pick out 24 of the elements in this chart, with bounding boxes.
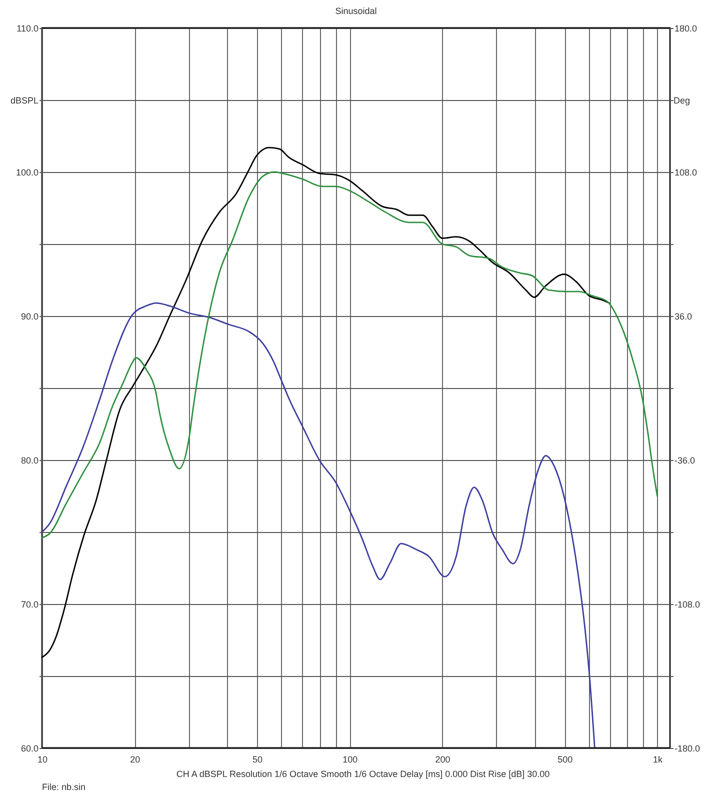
y2-tick-label: 180.0 [674,24,698,34]
y-tick-label: 90.0 [20,312,38,322]
y2-axis-title: Deg [674,96,690,106]
y-tick-label: 100.0 [16,168,38,178]
y2-tick-label: 108.0 [674,168,698,178]
y2-tick-label: -36.0 [674,456,696,466]
x-tick-label: 10 [37,754,48,764]
y-tick-label: 60.0 [20,744,38,754]
y2-tick-label: -180.0 [674,744,700,754]
x-tick-label: 200 [435,754,450,764]
x-tick-label: 500 [558,754,573,764]
y-tick-label: 80.0 [20,456,38,466]
y-axis-title: dBSPL [10,96,38,106]
text: File: nb.sin [42,782,86,792]
y2-tick-label: 36.0 [674,312,692,322]
y-tick-label: 110.0 [16,24,38,34]
x-tick-label: 100 [342,754,358,764]
x-tick-label: 50 [252,754,263,764]
x-tick-label: 20 [130,754,140,764]
text: CH A dBSPL Resolution 1/6 Octave Smooth 1/6 Octave Delay [ms] 0.000 Dist Rise [dB] 30.00 [176,769,550,779]
y2-tick-label: -108.0 [674,600,700,610]
chart-title: Sinusoidal [335,6,377,16]
y-tick-label: 70.0 [20,600,38,610]
x-tick-label: 1k [653,754,664,764]
